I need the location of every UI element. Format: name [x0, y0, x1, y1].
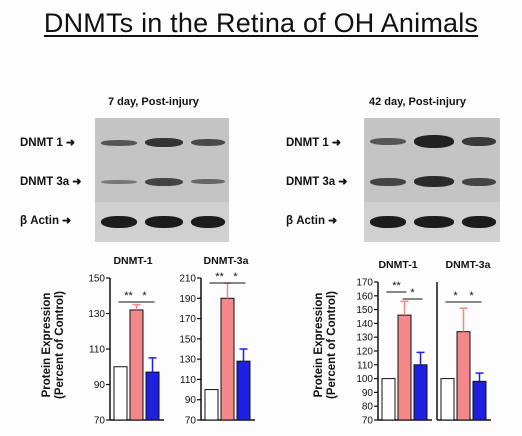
significance-marker: ** — [124, 290, 133, 302]
blot-band — [191, 139, 225, 146]
y-tick-label: 170 — [356, 278, 373, 289]
bar — [113, 366, 128, 421]
arrow-right-icon: ➜ — [327, 215, 338, 227]
bar — [397, 314, 412, 421]
slide-title: DNMTs in the Retina of OH Animals — [43, 8, 479, 38]
blot-label-bactin-left: β Actin ➜ — [20, 215, 72, 227]
y-tick-label: 150 — [179, 334, 196, 345]
y-tick-label: 160 — [356, 291, 373, 302]
significance-marker: * — [410, 287, 415, 299]
blot-band — [414, 216, 454, 228]
y-axis-label-line1: Protein Expression — [313, 293, 325, 398]
y-tick-label: 210 — [179, 274, 196, 285]
blot-label-bactin-right: β Actin ➜ — [286, 215, 338, 227]
y-tick-label: 150 — [356, 305, 373, 316]
panel-title-7-day: 7 day, Post-injury — [108, 96, 199, 108]
arrow-right-icon: ➜ — [331, 137, 342, 149]
y-tick-label: 170 — [179, 314, 196, 325]
y-tick-label: 140 — [356, 319, 373, 330]
bar — [129, 309, 144, 421]
blot-band — [145, 138, 183, 147]
chart-title: DNMT-3a — [204, 255, 249, 267]
y-tick-label: 150 — [88, 274, 105, 285]
blot-band — [145, 178, 183, 186]
y-tick-label: 90 — [362, 388, 374, 399]
bar — [236, 360, 251, 421]
significance-marker: ** — [215, 271, 224, 283]
blot-band — [370, 178, 406, 186]
bar — [145, 371, 160, 421]
y-tick-label: 80 — [362, 402, 374, 413]
blot-band — [462, 216, 496, 228]
blot-band — [462, 137, 496, 146]
significance-marker: ** — [392, 280, 401, 292]
blot-band — [414, 135, 454, 148]
western-blot-right — [364, 118, 500, 242]
panel-title-42-day: 42 day, Post-injury — [369, 96, 466, 108]
y-tick-label: 70 — [362, 416, 374, 427]
blot-label-dnmt1-right: DNMT 1 ➜ — [286, 137, 342, 149]
y-axis-label-line2: (Percent of Control) — [54, 291, 66, 399]
western-blot-left — [95, 118, 229, 242]
y-tick-label: 130 — [88, 309, 105, 320]
bar — [204, 389, 219, 421]
y-tick-label: 190 — [179, 294, 196, 305]
bar — [472, 380, 487, 421]
y-tick-label: 110 — [89, 345, 105, 356]
arrow-right-icon: ➜ — [61, 215, 72, 227]
bar — [413, 364, 428, 421]
arrow-right-icon: ➜ — [72, 176, 82, 188]
y-tick-label: 70 — [185, 416, 197, 427]
blot-band — [191, 216, 225, 228]
arrow-right-icon: ➜ — [65, 137, 76, 149]
significance-marker: * — [142, 290, 147, 302]
blot-band — [145, 216, 183, 228]
chart-title: DNMT-1 — [113, 255, 152, 267]
blot-band — [101, 140, 137, 146]
y-tick-label: 90 — [94, 380, 106, 391]
y-tick-label: 100 — [356, 374, 373, 385]
blot-band — [370, 216, 406, 228]
y-tick-label: 120 — [356, 347, 373, 358]
y-tick-label: 130 — [356, 333, 373, 344]
blot-label-dnmt1-left: DNMT 1 ➜ — [20, 137, 76, 149]
y-tick-label: 110 — [357, 360, 373, 371]
bar — [381, 378, 396, 421]
y-tick-label: 90 — [185, 395, 197, 406]
y-tick-label: 130 — [179, 355, 196, 366]
blot-band — [101, 216, 137, 228]
blot-band — [462, 178, 496, 186]
bar — [456, 331, 471, 421]
chart-title: DNMT-1 — [378, 259, 417, 271]
y-axis-label-line1: Protein Expression — [41, 293, 53, 398]
chart-title: DNMT-3a — [446, 259, 491, 271]
blot-band — [191, 179, 225, 184]
blot-label-dnmt3a-left: DNMT 3a ➜ — [20, 176, 82, 188]
blot-band — [101, 180, 137, 184]
significance-marker: * — [453, 290, 458, 302]
significance-marker: * — [233, 271, 238, 283]
arrow-right-icon: ➜ — [338, 176, 348, 188]
bar — [440, 378, 455, 421]
blot-label-dnmt3a-right: DNMT 3a ➜ — [286, 176, 348, 188]
y-tick-label: 110 — [180, 375, 196, 386]
blot-band — [414, 176, 454, 187]
y-tick-label: 70 — [94, 416, 106, 427]
significance-marker: * — [469, 290, 474, 302]
bar — [220, 297, 235, 421]
blot-band — [370, 138, 406, 145]
y-axis-label-line2: (Percent of Control) — [326, 291, 338, 399]
